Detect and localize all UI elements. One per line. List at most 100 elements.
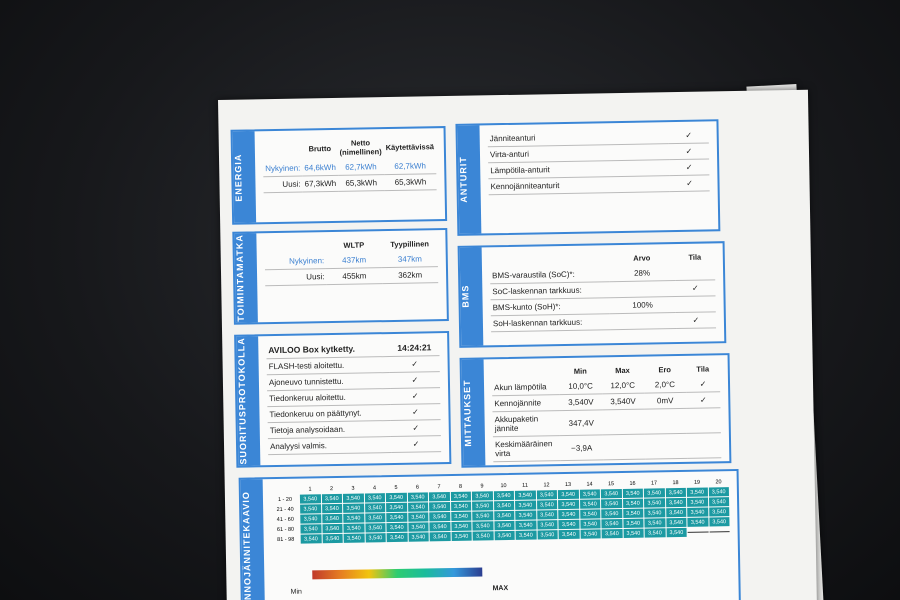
row-value: 28%: [608, 265, 676, 283]
empty-cell: [609, 281, 676, 299]
cell-voltage: 3,540: [321, 503, 343, 514]
row-label: Kennojännite: [492, 395, 560, 413]
cell-voltage: 3,540: [601, 529, 623, 539]
anturit-section: ANTURIT Jänniteanturi ✓ Virta-anturi ✓ Lämpöt…: [455, 119, 721, 236]
section-table: AVILOO Box kytketty. 14:24:21 FLASH-testi …: [266, 339, 442, 459]
status-check: ✓: [669, 175, 710, 193]
row-label: Kennojänniteanturit: [488, 176, 670, 196]
cell-voltage: 3,540: [364, 523, 386, 533]
cell-number: 18: [672, 479, 679, 486]
empty-cell: [609, 313, 677, 331]
row-value: 64,6kWh: [302, 159, 339, 177]
row-label: SoH-laskennan tarkkuus:: [490, 314, 610, 333]
cell-number: 14: [586, 481, 593, 488]
row-label: 41 - 60: [276, 516, 294, 523]
cell-voltage: 3,540: [407, 492, 429, 502]
empty-cell: [709, 527, 730, 533]
cell-voltage: 3,540: [601, 499, 622, 509]
column-header: Max: [615, 365, 630, 376]
cell-voltage: 3,540: [600, 489, 622, 499]
status-check: ✓: [668, 127, 709, 145]
cell-number: 2: [329, 485, 334, 492]
cell-grid: 1 2 3 4 5 6 7 8 9 10 11 12 13 14 15 16 17 18 19 20 1 - 20 3,5…: [271, 477, 730, 544]
cell-voltage: 3,540: [385, 492, 407, 503]
cell-voltage: 3,540: [622, 508, 644, 518]
cell-voltage: 3,540: [579, 519, 601, 529]
bms-section: BMS Arvo Tila BMS-varaustila (SoC)*: 28% SoC-…: [457, 241, 727, 348]
row-value: 437km: [326, 252, 383, 270]
column-header: Netto (nimellinen): [339, 138, 382, 157]
cell-number: 10: [500, 482, 507, 489]
cell-voltage: 3,540: [408, 532, 429, 542]
cell-voltage: 3,540: [622, 518, 644, 528]
column-header: Tila: [696, 364, 710, 374]
cell-voltage: 3,540: [407, 522, 429, 532]
cell-voltage: 3,540: [515, 500, 536, 510]
cell-voltage: 3,540: [450, 511, 472, 521]
row-value: 12,0°C: [601, 377, 645, 395]
row-value: 347km: [381, 251, 438, 269]
cell-voltage: 3,540: [623, 528, 644, 538]
cell-voltage: 3,540: [472, 531, 494, 541]
cell-number: 20: [715, 478, 722, 485]
cell-voltage: 3,540: [644, 498, 665, 508]
cell-voltage: 3,540: [558, 529, 580, 540]
row-value: 65,3kWh: [338, 175, 385, 192]
paper: ENERGIA Brutto Netto (nimellinen) Käytettäv…: [218, 89, 818, 600]
suoritusprotokolla-section: SUORITUSPROTOKOLLA AVILOO Box kytketty. 14…: [234, 331, 452, 468]
cell-voltage: 3,540: [343, 533, 365, 543]
status-check: ✓: [390, 388, 441, 406]
cell-voltage: 3,540: [665, 507, 687, 518]
column-header: Min: [573, 366, 587, 376]
cell-voltage: 3,540: [687, 507, 708, 517]
cell-voltage: 3,540: [536, 490, 558, 500]
cell-voltage: 3,540: [557, 489, 579, 500]
energia-section: ENERGIA Brutto Netto (nimellinen) Käytettäv…: [230, 126, 448, 225]
cell-voltage: 3,540: [643, 488, 665, 498]
cell-voltage: 3,540: [493, 500, 515, 511]
section-tab: BMS: [459, 247, 484, 346]
row-value: 0mV: [644, 392, 687, 410]
cell-voltage: 3,540: [580, 529, 601, 539]
row-label: 21 - 40: [276, 506, 294, 513]
section-tab: ENERGIA: [232, 131, 257, 223]
column-header: Käytettävissä: [385, 141, 435, 152]
toimintamatka-section: TOIMINTAMATKA WLTP Tyypillinen Nykyinen: 437…: [232, 228, 449, 325]
cell-voltage: 3,540: [644, 508, 665, 518]
cell-voltage: 3,540: [300, 534, 322, 544]
cell-voltage: 3,540: [321, 513, 343, 524]
column-header: Tila: [688, 252, 702, 262]
cell-number: 9: [480, 482, 484, 489]
cell-voltage: 3,540: [364, 493, 386, 503]
cell-voltage: 3,540: [343, 503, 364, 513]
cell-voltage: 3,540: [321, 493, 343, 504]
cell-voltage: 3,540: [386, 522, 408, 533]
cell-voltage: 3,540: [299, 494, 321, 504]
cell-voltage: 3,540: [665, 497, 687, 508]
cell-voltage: 3,540: [494, 530, 515, 541]
cell-voltage: 3,540: [472, 511, 493, 521]
status-check: ✓: [669, 159, 710, 177]
column-header: WLTP: [343, 240, 365, 250]
row-label: Uusi:: [263, 176, 303, 194]
kennojannitekaavio-section: KENNOJÄNNITEKAAVIO 1 2 3 4 5 6 7 8 9 10 11 12 13 14 15 1…: [238, 468, 742, 600]
cell-voltage: 3,540: [364, 513, 386, 523]
cell-number: 6: [415, 484, 420, 491]
cell-voltage: 3,540: [386, 532, 408, 543]
cell-number: 17: [650, 479, 658, 487]
status-check: ✓: [685, 376, 721, 393]
scale-min: Min: [290, 588, 302, 596]
cell-number: 15: [607, 480, 615, 487]
cell-voltage: 3,540: [515, 530, 537, 540]
cell-voltage: 3,540: [622, 488, 644, 499]
section-tab: TOIMINTAMATKA: [234, 233, 258, 323]
row-value: 62,7kWh: [337, 159, 385, 176]
status-check: ✓: [390, 436, 442, 454]
row-value: 362km: [382, 267, 439, 285]
row-value: 455km: [326, 268, 383, 286]
cell-voltage: 3,540: [666, 527, 687, 538]
cell-voltage: 3,540: [558, 519, 580, 530]
status-check: ✓: [686, 392, 721, 409]
empty-cell: [675, 296, 716, 314]
